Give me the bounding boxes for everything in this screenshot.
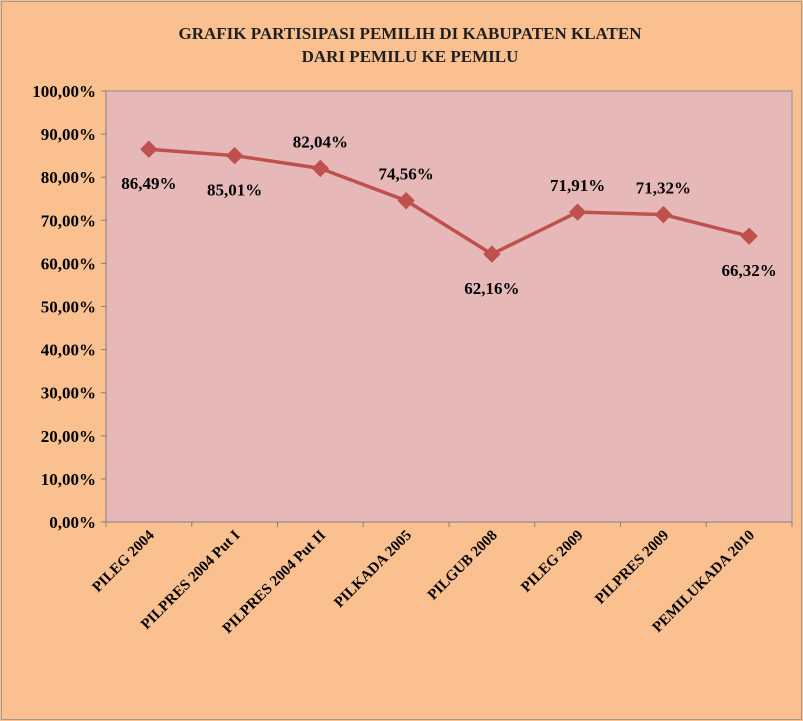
data-point-marker: [140, 140, 158, 158]
data-label: 74,56%: [379, 165, 434, 184]
data-point-marker: [654, 205, 673, 224]
y-tick-label: 70,00%: [41, 211, 96, 230]
y-tick-label: 50,00%: [41, 298, 96, 317]
data-point-marker: [311, 159, 330, 178]
data-point-marker: [740, 227, 758, 245]
y-tick-label: 40,00%: [41, 341, 96, 360]
data-point-marker: [483, 245, 501, 263]
y-tick-label: 80,00%: [41, 168, 96, 187]
data-label: 82,04%: [293, 132, 348, 151]
data-label: 86,49%: [121, 174, 176, 193]
y-tick-label: 100,00%: [32, 82, 96, 101]
x-category-label: PILGUB 2008: [425, 528, 501, 604]
y-tick-label: 90,00%: [41, 125, 96, 144]
plot-area: [105, 90, 793, 523]
y-tick-label: 60,00%: [41, 254, 96, 273]
x-category-label: PILEG 2009: [518, 528, 586, 596]
y-tick-label: 10,00%: [41, 470, 96, 489]
y-tick-label: 0,00%: [49, 513, 96, 532]
x-category-label: PILKADA 2005: [331, 528, 415, 612]
data-label: 85,01%: [207, 181, 262, 200]
chart-subtitle: DARI PEMILU KE PEMILU: [302, 47, 519, 66]
data-label: 66,32%: [722, 261, 777, 280]
data-label: 71,32%: [636, 179, 691, 198]
y-tick-label: 20,00%: [41, 427, 96, 446]
chart-title: GRAFIK PARTISIPASI PEMILIH DI KABUPATEN …: [178, 24, 642, 43]
y-tick-label: 30,00%: [41, 384, 96, 403]
x-category-label: PILEG 2004: [90, 527, 159, 596]
data-label: 71,91%: [550, 176, 605, 195]
data-point-marker: [225, 146, 244, 165]
data-point-marker: [397, 191, 415, 210]
series-line: [148, 147, 750, 256]
data-point-marker: [568, 203, 587, 221]
data-label: 62,16%: [464, 279, 519, 298]
x-category-label: PILPRES 2009: [592, 528, 672, 608]
